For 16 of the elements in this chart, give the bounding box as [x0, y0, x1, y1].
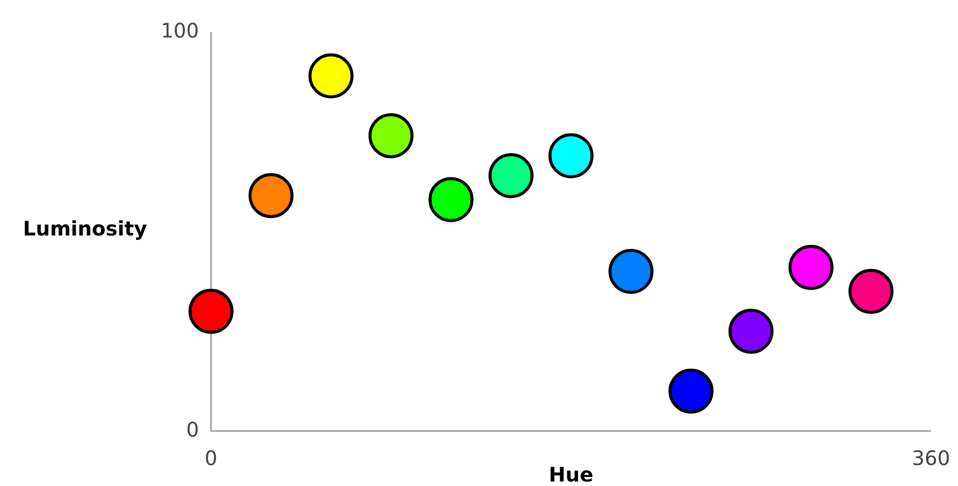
point	[188, 288, 234, 334]
x-tick-label: 360	[912, 446, 950, 470]
point	[788, 244, 834, 290]
point	[728, 308, 774, 354]
point	[548, 133, 594, 178]
point	[428, 177, 474, 222]
point	[368, 113, 414, 158]
point	[608, 248, 654, 294]
point	[848, 268, 894, 314]
point	[668, 368, 714, 414]
y-axis-title: Luminosity	[22, 216, 148, 240]
x-axis-title: Hue	[548, 462, 594, 486]
point	[308, 53, 354, 98]
y-tick-label: 100	[160, 18, 199, 42]
point	[248, 173, 294, 218]
point	[488, 153, 534, 198]
